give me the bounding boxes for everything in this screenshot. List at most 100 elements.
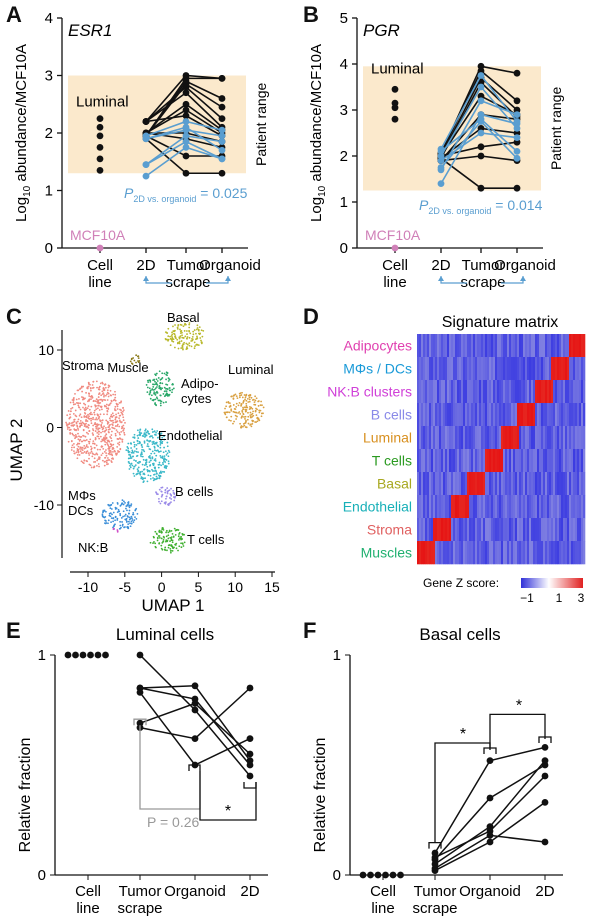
cell-line-point [94, 651, 102, 659]
cluster-label: Luminal [228, 362, 274, 377]
sample-black-point [218, 95, 226, 102]
y-tick-label: 0 [45, 240, 53, 257]
x-tick-label: 15 [264, 579, 280, 595]
luminal-point [96, 115, 104, 123]
y-tick-label: 3 [340, 102, 348, 119]
arrow-head [225, 276, 231, 281]
pgr-chart: 0 1 2 3 4 5 Log10 abundance/MCF10A PGR Patient r… [308, 10, 564, 291]
x-tick-label: Cell line [75, 883, 101, 917]
sample-black-point [182, 106, 190, 114]
y-tick-label: 5 [340, 10, 348, 27]
sample-blue-point [218, 155, 226, 163]
x-axis-label: UMAP 1 [142, 596, 205, 615]
sample-point [541, 799, 549, 806]
sample-black-point [182, 152, 190, 160]
arrow-head [438, 276, 444, 281]
x-tick-label: Cell line [370, 883, 396, 917]
sample-blue-point [513, 134, 521, 142]
y-tick-label: 0 [46, 420, 54, 436]
luminal-point [96, 166, 104, 174]
x-tick-label: 2D [535, 883, 554, 900]
y-axis-label: Relative fraction [312, 738, 329, 853]
cluster-label: Adipo-cytes [181, 376, 219, 406]
cluster-label: Basal [167, 310, 200, 325]
x-tick-label: Cell line [87, 257, 113, 291]
sample-black-point [477, 152, 485, 160]
sample-blue-point [182, 123, 190, 131]
x-tick-label: Organoid [164, 883, 226, 900]
sample-black-point [513, 69, 521, 77]
x-tick-label: Organoid [494, 257, 556, 274]
sample-point [431, 867, 439, 874]
cluster-label: Muscle [107, 360, 148, 375]
p-value-label: P2D vs. organoid = 0.025 [124, 185, 248, 204]
sample-black-point [218, 115, 226, 123]
bracket-sig1 [434, 742, 491, 843]
sample-blue-point [142, 135, 150, 143]
x-tick-label: 2D [431, 257, 450, 274]
cluster-label: Stroma [62, 358, 105, 373]
p-value-label: P = 0.26 [147, 814, 200, 830]
heatmap-row-label: T cells [372, 453, 412, 469]
legend-tick: 1 [556, 591, 563, 605]
sample-line [434, 764, 546, 861]
patient-range-label: Patient range [253, 83, 269, 166]
sample-black-point [182, 100, 190, 108]
luminal-point [96, 143, 104, 151]
panel-letter-f: F [303, 618, 317, 643]
cell-line-point [79, 651, 87, 659]
x-tick-label: -5 [119, 579, 132, 595]
basal-cells-chart: Basal cells 0 1 Relative fraction Cell line Tu… [312, 625, 563, 917]
panel-letter-a: A [6, 2, 22, 27]
sample-blue-point [437, 180, 445, 188]
heatmap-row-label: Stroma [367, 522, 412, 538]
cluster-label: NK:B [78, 540, 108, 555]
sample-blue-point [437, 148, 445, 155]
panel-letter-d: D [303, 304, 319, 329]
cell-line-point [374, 871, 382, 879]
p-value-label: P2D vs. organoid = 0.014 [419, 197, 543, 216]
sample-black-point [182, 169, 190, 177]
cluster-nk-b [112, 527, 119, 533]
sample-black-point [513, 97, 521, 105]
x-tick-label: 5 [195, 579, 203, 595]
x-tick-label: Tumor scrape [165, 257, 210, 291]
arrow-head [143, 276, 149, 281]
bracket-2d [538, 736, 552, 743]
sample-blue-point [477, 83, 485, 91]
sample-blue-point [513, 120, 521, 128]
heatmap-row-label: Adipocytes [344, 338, 412, 354]
sample-blue-point [437, 164, 445, 171]
sample-point [191, 682, 199, 690]
cluster-label: MΦs DCs [68, 488, 96, 518]
x-tick-label: 10 [227, 579, 243, 595]
bracket-organoid [188, 764, 201, 771]
luminal-point [96, 155, 104, 163]
legend-tick: 3 [578, 591, 585, 605]
y-axis-label: UMAP 2 [7, 419, 26, 482]
esr1-chart: 0 1 2 3 4 Log10 abundance/MCF10A ESR1 Patient r… [13, 10, 269, 291]
sample-blue-point [477, 72, 485, 79]
cluster-m-s-dcs [101, 499, 139, 530]
mcf10a-label: MCF10A [365, 227, 421, 243]
cluster-muscle [129, 354, 141, 365]
bracket-sig [199, 771, 257, 821]
x-tick-label: -10 [78, 579, 98, 595]
heatmap-row-label: B cells [371, 407, 412, 423]
cell-line-point [64, 651, 72, 659]
sample-point [541, 838, 549, 846]
sample-point [246, 761, 254, 769]
panel-letter-b: B [303, 2, 319, 27]
x-tick-label: Cell line [382, 257, 408, 291]
cluster-t-cells [149, 527, 186, 554]
bracket-2d [243, 782, 257, 789]
sample-point [246, 684, 254, 692]
panel-letter-c: C [6, 304, 22, 329]
y-tick-label: 1 [340, 194, 348, 211]
cluster-label: Endothelial [158, 428, 222, 443]
x-tick-label: 2D [240, 883, 259, 900]
y-tick-label: 0 [340, 240, 348, 257]
bracket-scrape [133, 718, 147, 726]
cell-line-point [382, 871, 389, 879]
mcf10a-label: MCF10A [70, 227, 126, 243]
